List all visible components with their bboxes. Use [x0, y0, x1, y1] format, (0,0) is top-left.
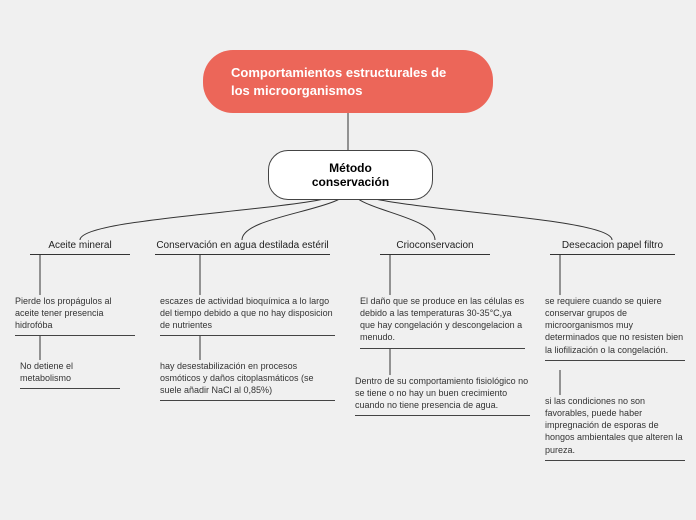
method-node: Método conservación [268, 150, 433, 200]
leaf-node: si las condiciones no son favorables, pu… [545, 395, 685, 461]
leaf-node: Pierde los propágulos al aceite tener pr… [15, 295, 135, 336]
branch-title: Aceite mineral [48, 240, 111, 251]
leaf-text: hay desestabilización en procesos osmóti… [160, 361, 314, 395]
root-node: Comportamientos estructurales de los mic… [203, 50, 493, 113]
leaf-text: No detiene el metabolismo [20, 361, 73, 383]
leaf-node: escazes de actividad bioquímica a lo lar… [160, 295, 335, 336]
leaf-text: El daño que se produce en las células es… [360, 296, 524, 342]
leaf-text: si las condiciones no son favorables, pu… [545, 396, 683, 455]
leaf-text: Dentro de su comportamiento fisiológico … [355, 376, 528, 410]
leaf-node: se requiere cuando se quiere conservar g… [545, 295, 685, 361]
leaf-node: El daño que se produce en las células es… [360, 295, 525, 349]
root-label: Comportamientos estructurales de los mic… [231, 65, 446, 98]
branch-title: Conservación en agua destilada estéril [156, 240, 328, 251]
leaf-node: hay desestabilización en procesos osmóti… [160, 360, 335, 401]
branch-title: Crioconservacion [396, 240, 473, 251]
leaf-text: escazes de actividad bioquímica a lo lar… [160, 296, 333, 330]
leaf-node: No detiene el metabolismo [20, 360, 120, 389]
leaf-node: Dentro de su comportamiento fisiológico … [355, 375, 530, 416]
leaf-text: Pierde los propágulos al aceite tener pr… [15, 296, 112, 330]
branch-crio: Crioconservacion [380, 240, 490, 255]
method-label: Método conservación [312, 161, 389, 189]
leaf-text: se requiere cuando se quiere conservar g… [545, 296, 683, 355]
branch-agua: Conservación en agua destilada estéril [155, 240, 330, 255]
branch-aceite: Aceite mineral [30, 240, 130, 255]
branch-title: Desecacion papel filtro [562, 240, 663, 251]
branch-desecacion: Desecacion papel filtro [550, 240, 675, 255]
